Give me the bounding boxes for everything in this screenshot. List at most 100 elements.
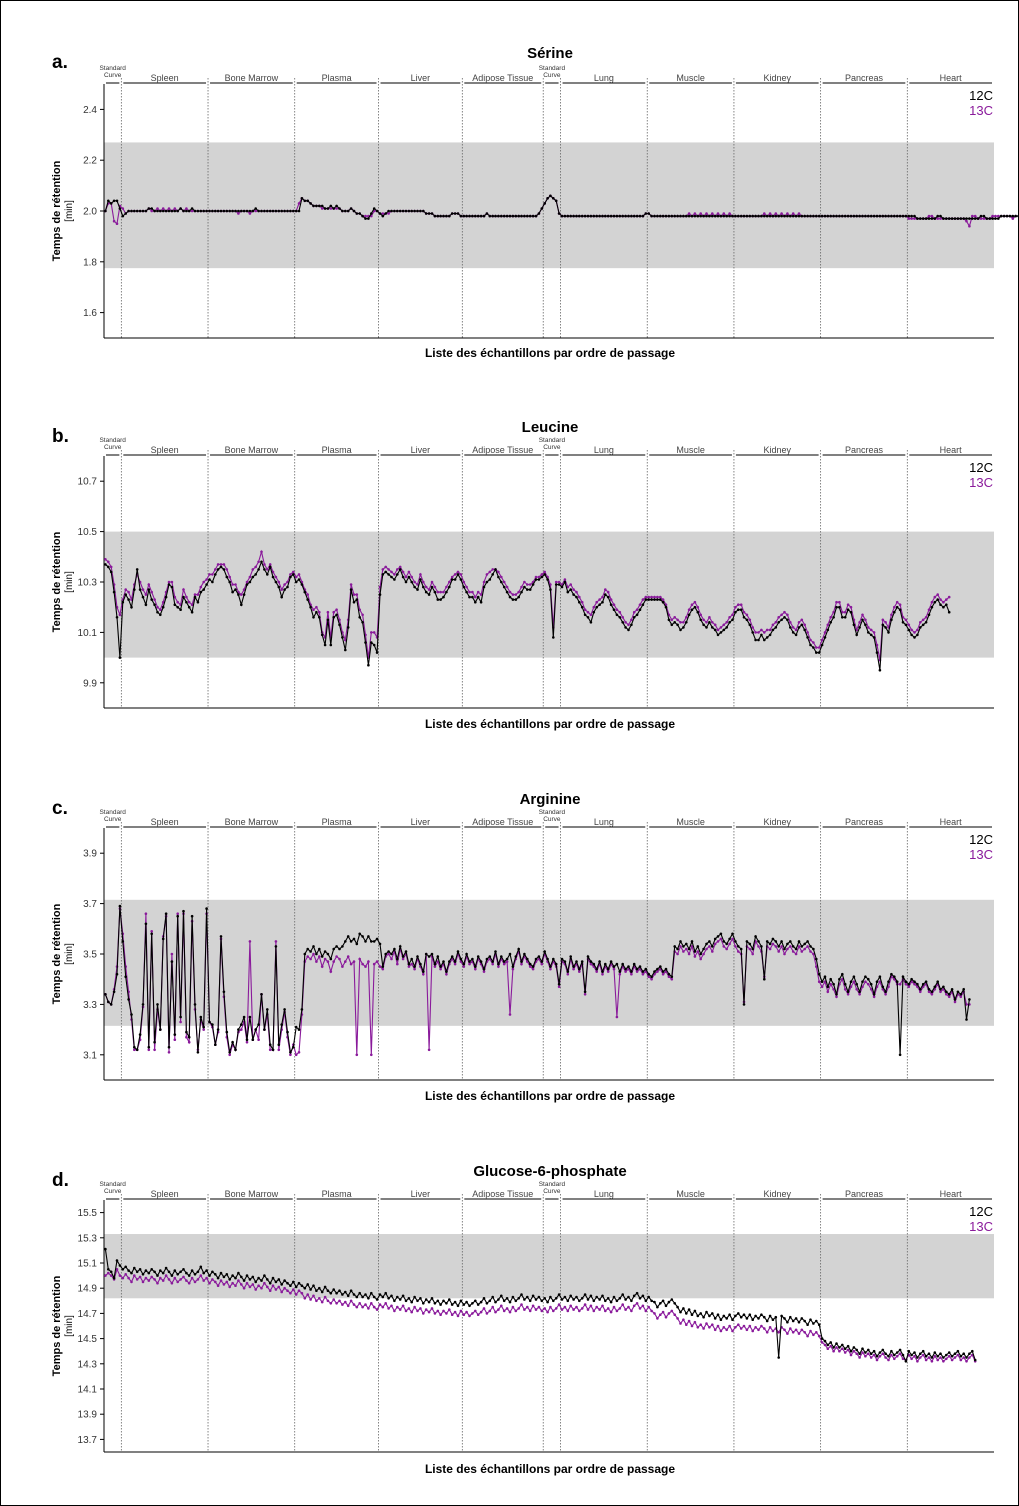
data-point [864, 618, 867, 622]
data-point [445, 970, 448, 973]
data-point [254, 573, 257, 576]
data-point [771, 937, 775, 941]
data-point [494, 214, 497, 218]
data-point [572, 214, 575, 218]
data-point [133, 1048, 136, 1052]
data-point [436, 1299, 440, 1303]
group-label: Adipose Tissue [472, 1189, 533, 1199]
data-point [138, 1033, 142, 1036]
data-point [433, 1312, 437, 1315]
data-point [167, 1045, 171, 1049]
data-point [257, 560, 260, 564]
data-point [268, 1048, 272, 1052]
y-tick-label: 3.7 [83, 899, 97, 910]
data-point [237, 209, 240, 213]
data-point [326, 960, 330, 963]
data-point [505, 960, 509, 963]
data-point [372, 940, 376, 943]
data-point [592, 962, 596, 966]
data-point [511, 965, 515, 968]
data-point [170, 952, 174, 956]
data-point [560, 1308, 564, 1311]
data-point [852, 214, 856, 218]
group-label: Bone Marrow [225, 73, 279, 83]
data-point [774, 626, 778, 629]
data-point [713, 1328, 717, 1332]
data-point [696, 214, 700, 218]
data-point [109, 1274, 113, 1277]
x-axis-label: Liste des échantillons par ordre de pass… [425, 1462, 675, 1476]
data-point [234, 1284, 237, 1287]
data-point [754, 631, 757, 634]
data-point [407, 962, 411, 966]
data-point [268, 563, 272, 566]
data-point [630, 1299, 633, 1303]
data-point [618, 616, 622, 619]
data-point [156, 1003, 159, 1006]
data-point [173, 209, 177, 213]
data-point [959, 993, 963, 996]
group-label: Kidney [764, 1189, 792, 1199]
data-point [482, 580, 486, 584]
data-point [624, 1308, 627, 1311]
data-point [419, 1297, 422, 1300]
data-point [644, 212, 648, 215]
panel-label: a. [52, 52, 68, 73]
data-point [520, 1293, 523, 1296]
data-point [187, 1274, 191, 1277]
data-point [566, 214, 570, 218]
data-point [832, 982, 835, 986]
data-point [664, 1304, 668, 1308]
data-point [185, 1279, 188, 1282]
data-point [904, 618, 908, 622]
data-point [179, 207, 182, 210]
chart-title: Sérine [527, 45, 573, 62]
data-point [947, 595, 951, 599]
data-point [127, 998, 130, 1001]
data-point [872, 1353, 876, 1357]
x-axis-label: Liste des échantillons par ordre de pass… [425, 717, 675, 731]
data-point [528, 583, 532, 586]
data-point [277, 1285, 281, 1289]
data-point [378, 212, 382, 215]
data-point [517, 214, 520, 218]
data-point [817, 651, 821, 654]
data-point [861, 1347, 864, 1350]
data-point [407, 965, 411, 968]
data-point [618, 610, 622, 614]
data-point [398, 945, 402, 948]
data-point [528, 1299, 532, 1303]
data-point [156, 209, 159, 213]
data-point [800, 1328, 804, 1332]
data-point [156, 1274, 159, 1277]
data-point [416, 583, 419, 586]
data-point [242, 1015, 246, 1019]
data-point [644, 595, 648, 599]
data-point [580, 214, 584, 218]
data-point [407, 1297, 411, 1300]
data-point [225, 1280, 229, 1284]
data-point [280, 588, 284, 591]
data-point [375, 1308, 379, 1311]
data-point [557, 1293, 561, 1296]
data-point [820, 214, 824, 218]
data-point [312, 204, 315, 208]
data-point [257, 209, 260, 213]
data-point [748, 214, 752, 218]
data-point [309, 957, 312, 961]
data-point [505, 957, 509, 961]
data-point [401, 1294, 405, 1298]
data-point [479, 593, 483, 596]
data-point [528, 965, 532, 968]
data-point [407, 570, 411, 574]
group-label: Bone Marrow [225, 817, 279, 827]
data-point [222, 568, 226, 571]
data-point [179, 1278, 182, 1281]
data-point [286, 209, 289, 213]
data-point [138, 209, 142, 213]
data-point [705, 212, 708, 215]
data-point [667, 618, 671, 622]
data-point [685, 616, 688, 619]
data-point [240, 209, 243, 213]
data-point [549, 583, 552, 586]
